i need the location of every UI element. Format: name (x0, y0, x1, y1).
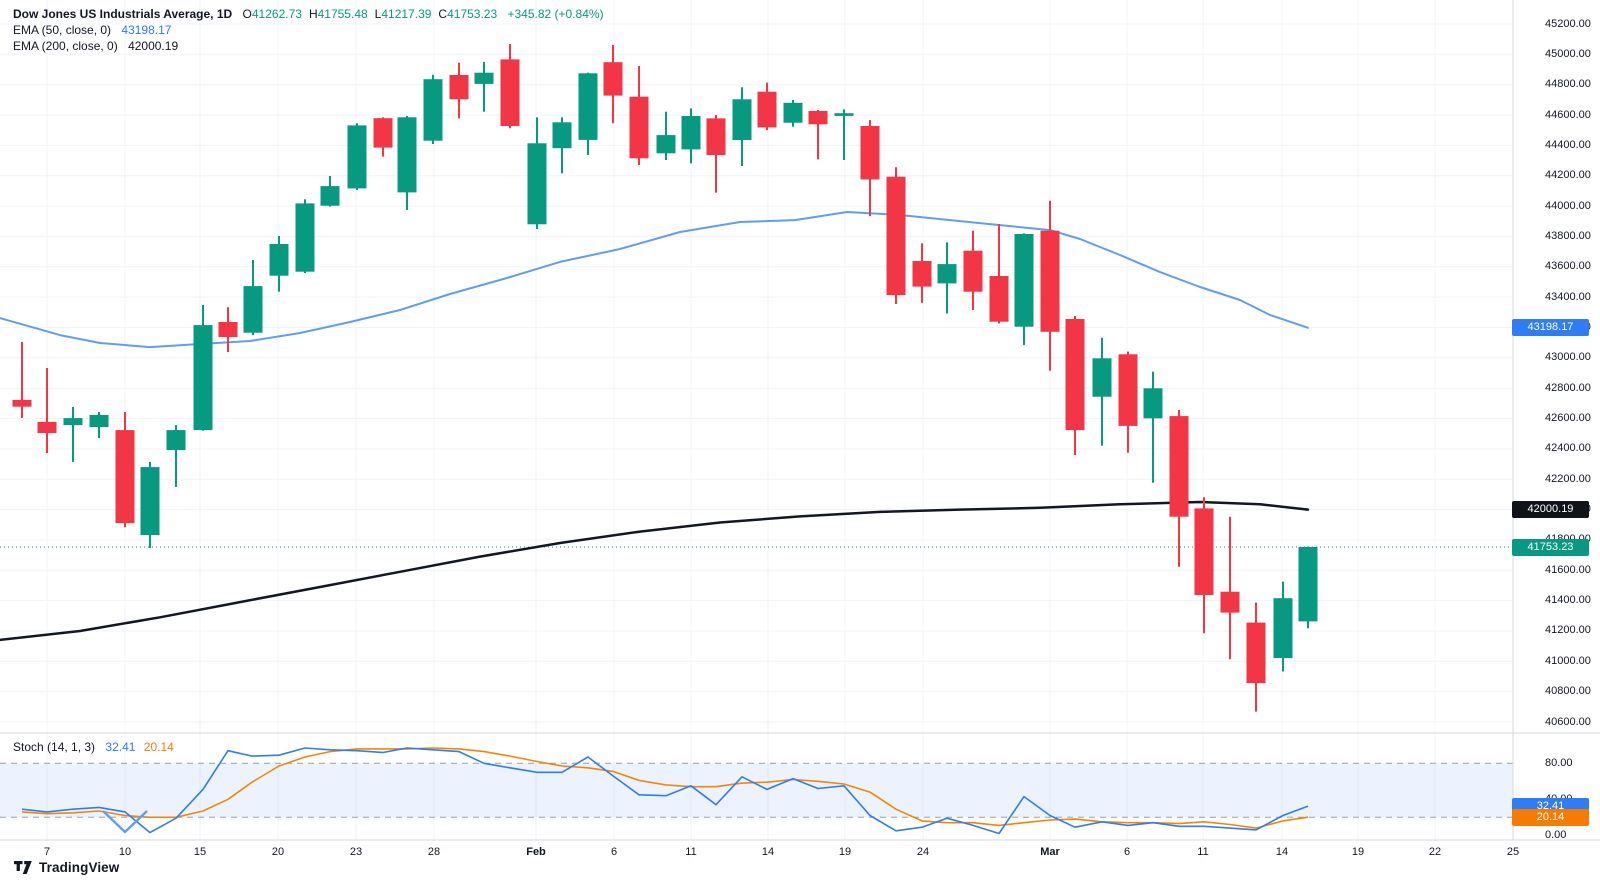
ohlc-item: L41217.39 (374, 7, 432, 21)
stoch-legend: Stoch (14, 1, 3) 32.41 20.14 (13, 740, 174, 755)
price-axis-label: 41600.00 (1545, 563, 1591, 576)
change-value: +345.82 (+0.84%) (507, 7, 604, 21)
ema200-label: EMA (200, close, 0) (13, 39, 118, 53)
ema50-legend: EMA (50, close, 0) 43198.17 (13, 23, 171, 38)
price-axis-label: 42400.00 (1545, 442, 1591, 455)
time-axis-label: 25 (1506, 846, 1520, 858)
price-axis-label: 43800.00 (1545, 229, 1591, 242)
stoch-d-badge: 20.14 (1512, 808, 1589, 826)
time-axis-label: 11 (1197, 846, 1209, 858)
last-price-badge: 41753.23 (1512, 538, 1589, 556)
stoch-axis-label: 80.00 (1545, 756, 1573, 769)
price-axis-label: 40600.00 (1545, 715, 1591, 728)
time-axis-label: 15 (193, 846, 207, 858)
price-axis-label: 41400.00 (1545, 594, 1591, 607)
time-axis-label: 19 (1351, 846, 1365, 858)
price-axis-label: 43600.00 (1545, 260, 1591, 273)
price-axis-label: 45200.00 (1545, 17, 1591, 30)
time-axis-label: 11 (685, 846, 697, 858)
time-axis-label: 7 (43, 846, 51, 858)
tradingview-logo-icon (14, 861, 32, 874)
price-axis-label: 44000.00 (1545, 199, 1591, 212)
ohlc-values: O41262.73 H41755.48 L41217.39 C41753.23 (236, 7, 498, 21)
price-axis-label: 44800.00 (1545, 78, 1591, 91)
time-axis-label: 14 (761, 846, 775, 858)
ema200-value: 42000.19 (128, 39, 179, 53)
price-axis-label: 40800.00 (1545, 685, 1591, 698)
tradingview-wordmark: TradingView (39, 860, 120, 875)
price-axis-label: 42200.00 (1545, 472, 1591, 485)
time-axis-label: 28 (427, 846, 441, 858)
time-axis-label: 24 (916, 846, 930, 858)
price-axis-label: 43400.00 (1545, 290, 1591, 303)
stoch-d-value: 20.14 (143, 740, 174, 754)
price-axis-label: 45000.00 (1545, 47, 1591, 60)
stoch-k-value: 32.41 (105, 740, 136, 754)
symbol-title: Dow Jones US Industrials Average, 1D (13, 7, 233, 21)
ohlc-item: O41262.73 (242, 7, 302, 21)
time-axis-label: 6 (1123, 846, 1131, 858)
price-axis-label: 42600.00 (1545, 412, 1591, 425)
price-axis-label: 43000.00 (1545, 351, 1591, 364)
ema200-price-badge: 42000.19 (1512, 501, 1589, 519)
marker-chevron-down-icon (102, 810, 148, 834)
ohlc-item: C41753.23 (438, 7, 498, 21)
time-axis-label: 19 (838, 846, 852, 858)
time-axis-label: Feb (526, 846, 546, 858)
ema50-value: 43198.17 (121, 23, 172, 37)
time-axis-label: 10 (118, 846, 132, 858)
tradingview-attribution[interactable]: TradingView (14, 860, 119, 875)
price-axis-label: 44400.00 (1545, 138, 1591, 151)
ema50-price-badge: 43198.17 (1512, 319, 1589, 337)
time-axis-label: 6 (610, 846, 618, 858)
ema200-legend: EMA (200, close, 0) 42000.19 (13, 39, 178, 54)
stoch-label: Stoch (14, 1, 3) (13, 740, 96, 754)
ohlc-item: H41755.48 (308, 7, 368, 21)
price-axis-label: 44200.00 (1545, 169, 1591, 182)
ema50-label: EMA (50, close, 0) (13, 23, 112, 37)
price-axis-label: 41000.00 (1545, 654, 1591, 667)
price-axis-label: 42800.00 (1545, 381, 1591, 394)
stoch-axis-label: 0.00 (1545, 828, 1567, 841)
price-axis-label: 44600.00 (1545, 108, 1591, 121)
time-axis-label: 22 (1428, 846, 1442, 858)
time-axis-label: 20 (271, 846, 285, 858)
time-axis-label: 14 (1275, 846, 1289, 858)
time-axis-label: 23 (349, 846, 363, 858)
time-axis-label: Mar (1040, 846, 1060, 858)
symbol-legend: Dow Jones US Industrials Average, 1D O41… (13, 7, 604, 22)
price-axis-label: 41200.00 (1545, 624, 1591, 637)
